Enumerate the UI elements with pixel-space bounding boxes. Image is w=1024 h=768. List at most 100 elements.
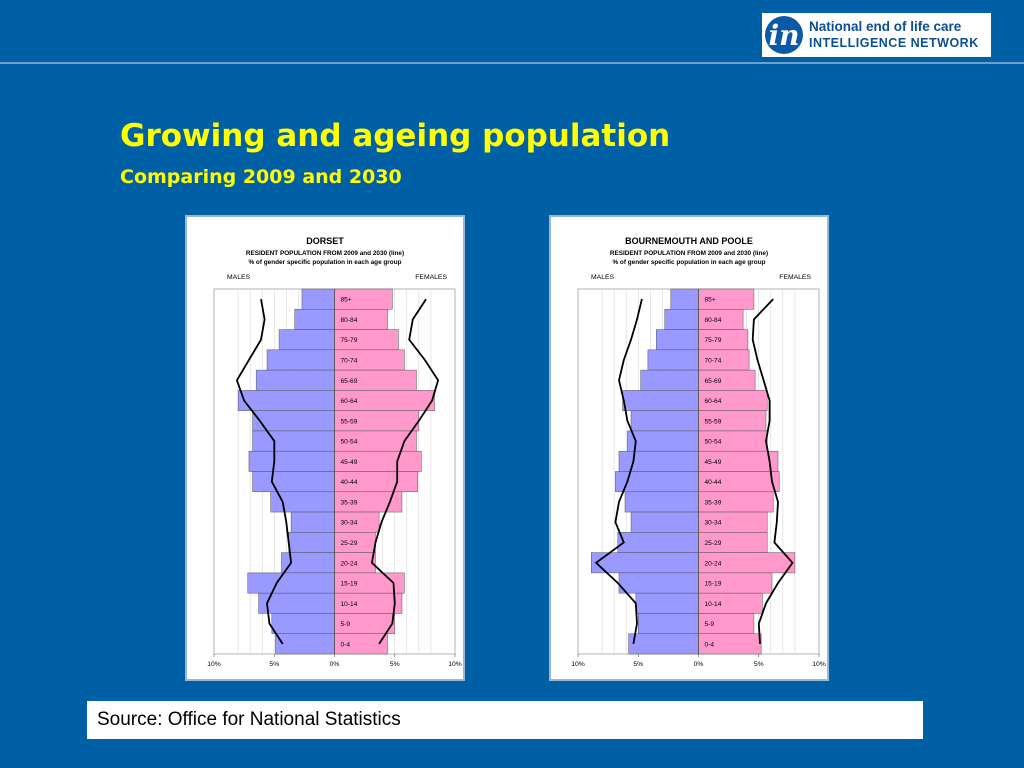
age-group-label: 70-74 <box>341 357 358 364</box>
line-females-2030 <box>751 298 794 644</box>
source-note: Source: Office for National Statistics <box>87 701 923 739</box>
age-group-label: 65-69 <box>705 378 722 385</box>
bar-males-2009 <box>617 532 699 553</box>
age-group-label: 60-64 <box>341 398 358 405</box>
age-group-label: 35-39 <box>341 499 358 506</box>
chart-title: DORSET <box>306 236 344 246</box>
chart-subtitle: RESIDENT POPULATION FROM 2009 and 2030 (… <box>610 250 768 257</box>
x-tick-label: 0% <box>694 661 704 668</box>
bar-males-2009 <box>237 390 335 411</box>
age-group-label: 55-59 <box>705 418 722 425</box>
age-group-label: 85+ <box>705 297 716 304</box>
age-group-label: 5-9 <box>341 621 351 628</box>
bar-males-2009 <box>255 369 335 391</box>
pyramid-chart-bournemouth-poole: BOURNEMOUTH AND POOLE RESIDENT POPULATION… <box>571 236 826 668</box>
age-group-label: 80-84 <box>341 317 358 324</box>
bar-males-2009 <box>638 613 699 634</box>
males-label: MALES <box>227 274 251 281</box>
females-label: FEMALES <box>415 274 447 281</box>
bar-males-2009 <box>630 511 699 533</box>
chart-subtitle: RESIDENT POPULATION FROM 2009 and 2030 (… <box>246 250 404 257</box>
x-tick-label: 10% <box>571 661 585 668</box>
x-tick-label: 5% <box>633 661 643 668</box>
bar-males-2009 <box>247 572 335 594</box>
ncin-logo: in National end of life care INTELLIGENC… <box>762 13 991 57</box>
slide-title: Growing and ageing population <box>120 118 671 154</box>
age-group-label: 10-14 <box>705 601 722 608</box>
males-label: MALES <box>591 274 615 281</box>
x-tick-label: 0% <box>330 661 340 668</box>
line-males-2030 <box>235 298 293 645</box>
chart-panel-bournemouth-poole: BOURNEMOUTH AND POOLE RESIDENT POPULATION… <box>549 215 829 681</box>
bar-males-2009 <box>248 450 335 472</box>
chart-panel-dorset: DORSET RESIDENT POPULATION FROM 2009 and … <box>185 215 465 681</box>
bar-males-2009 <box>275 633 335 655</box>
age-group-label: 45-49 <box>341 459 358 466</box>
bar-males-2009 <box>647 349 699 371</box>
age-group-label: 20-24 <box>705 560 722 567</box>
bar-males-2009 <box>630 410 699 432</box>
bar-males-2009 <box>640 369 699 391</box>
slide-subtitle: Comparing 2009 and 2030 <box>120 166 402 188</box>
x-tick-label: 5% <box>754 661 764 668</box>
bar-males-2009 <box>670 288 699 310</box>
bar-males-2009 <box>294 309 335 330</box>
age-group-label: 50-54 <box>705 439 722 446</box>
age-group-label: 15-19 <box>705 581 722 588</box>
age-group-label: 75-79 <box>705 337 722 344</box>
bar-males-2009 <box>270 491 335 513</box>
age-group-label: 25-29 <box>341 540 358 547</box>
age-group-label: 35-39 <box>705 499 722 506</box>
age-group-label: 45-49 <box>705 459 722 466</box>
age-group-label: 0-4 <box>705 641 715 648</box>
bar-males-2009 <box>664 309 699 330</box>
chart-subtitle-2: % of gender specific population in each … <box>612 259 765 266</box>
logo-line-2: INTELLIGENCE NETWORK <box>809 36 979 50</box>
age-group-label: 0-4 <box>341 641 351 648</box>
age-group-label: 65-69 <box>341 378 358 385</box>
age-group-label: 50-54 <box>341 439 358 446</box>
line-males-2030 <box>594 298 643 645</box>
age-group-label: 85+ <box>341 297 352 304</box>
bar-males-2009 <box>624 491 699 513</box>
bar-males-2009 <box>301 288 335 310</box>
age-group-label: 80-84 <box>705 317 722 324</box>
bar-males-2009 <box>266 349 335 371</box>
line-females-2030 <box>370 298 440 645</box>
bar-males-2009 <box>635 592 699 614</box>
bar-males-2009 <box>656 329 699 351</box>
age-group-label: 75-79 <box>341 337 358 344</box>
x-tick-label: 5% <box>390 661 400 668</box>
x-tick-label: 10% <box>812 661 826 668</box>
age-group-label: 70-74 <box>705 357 722 364</box>
bar-males-2009 <box>252 430 335 452</box>
age-group-label: 60-64 <box>705 398 722 405</box>
age-group-label: 40-44 <box>341 479 358 486</box>
bar-males-2009 <box>622 390 699 411</box>
bar-males-2009 <box>627 430 699 452</box>
age-group-label: 10-14 <box>341 601 358 608</box>
age-group-label: 25-29 <box>705 540 722 547</box>
age-group-label: 5-9 <box>705 621 715 628</box>
age-group-label: 30-34 <box>341 520 358 527</box>
age-group-label: 55-59 <box>341 418 358 425</box>
chart-title: BOURNEMOUTH AND POOLE <box>625 236 753 246</box>
females-label: FEMALES <box>779 274 811 281</box>
chart-subtitle-2: % of gender specific population in each … <box>248 259 401 266</box>
pyramid-chart-dorset: DORSET RESIDENT POPULATION FROM 2009 and … <box>207 236 462 668</box>
bar-males-2009 <box>278 329 335 351</box>
age-group-label: 30-34 <box>705 520 722 527</box>
age-group-label: 15-19 <box>341 581 358 588</box>
bar-males-2009 <box>628 633 699 655</box>
logo-mark-icon: in <box>765 16 803 54</box>
age-group-label: 20-24 <box>341 560 358 567</box>
logo-text: National end of life care INTELLIGENCE N… <box>809 18 979 52</box>
bar-males-2009 <box>290 511 335 533</box>
age-group-label: 40-44 <box>705 479 722 486</box>
x-tick-label: 5% <box>269 661 279 668</box>
header-rule <box>0 62 1024 64</box>
bar-males-2009 <box>271 613 335 634</box>
bar-males-2009 <box>288 532 335 553</box>
bar-males-2009 <box>252 471 335 493</box>
x-tick-label: 10% <box>448 661 462 668</box>
